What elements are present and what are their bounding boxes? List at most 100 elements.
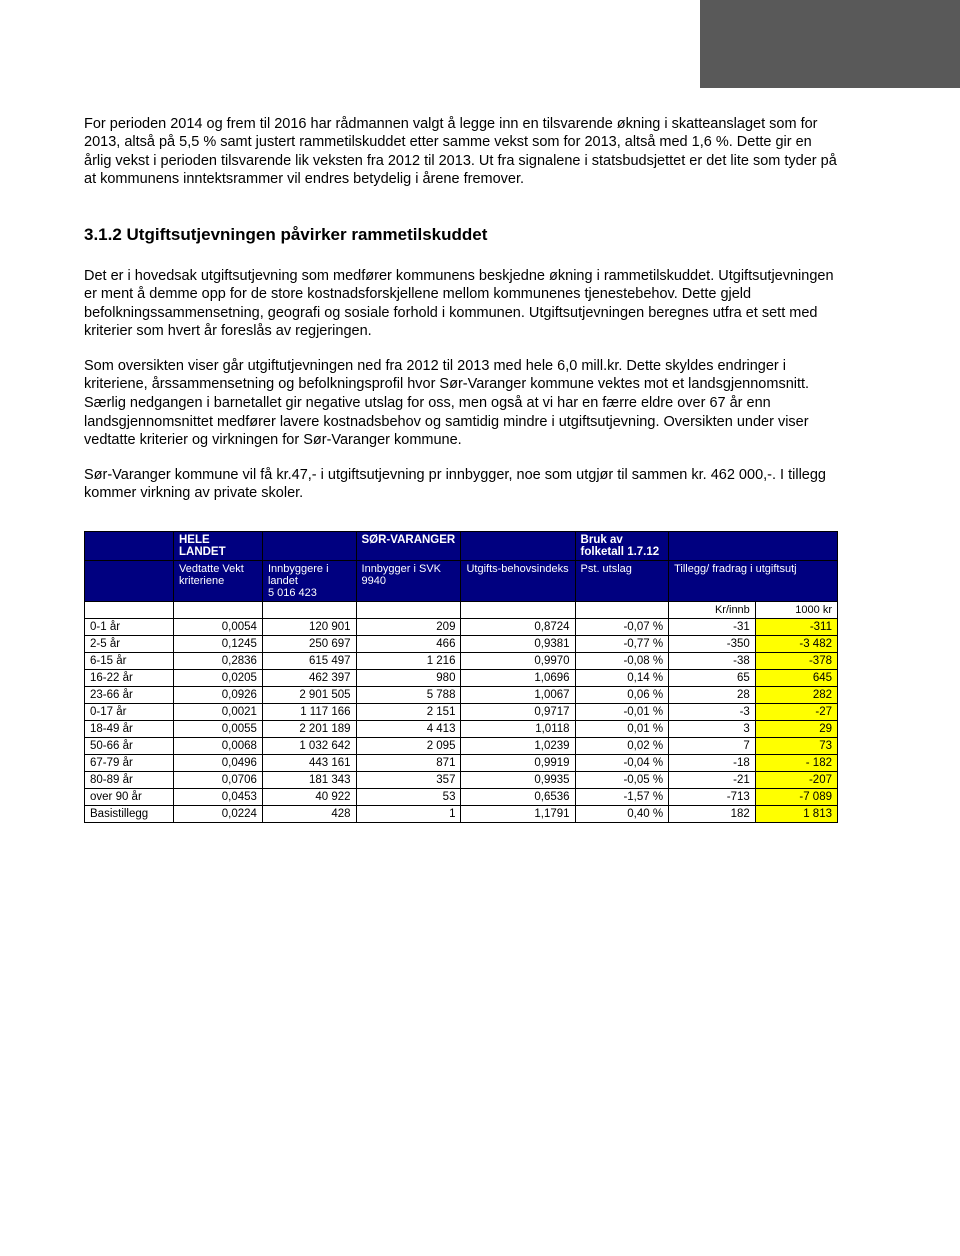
unit-1000kr: 1000 kr <box>755 601 837 618</box>
table-unit-row: Kr/innb 1000 kr <box>85 601 838 618</box>
cell-1000kr: -378 <box>755 652 837 669</box>
cell-kr-innb: -350 <box>669 635 756 652</box>
cell-kr-innb: -18 <box>669 754 756 771</box>
header-sor-varanger: SØR-VARANGER <box>356 531 461 560</box>
unit-blank <box>461 601 575 618</box>
cell-pst-utslag: -0,01 % <box>575 703 669 720</box>
cell-vekt: 0,0054 <box>173 618 262 635</box>
cell-kr-innb: 28 <box>669 686 756 703</box>
cell-vekt: 0,0205 <box>173 669 262 686</box>
unit-blank <box>356 601 461 618</box>
cell-innbygger-svk: 2 095 <box>356 737 461 754</box>
cell-vekt: 0,2836 <box>173 652 262 669</box>
cell-kr-innb: 3 <box>669 720 756 737</box>
cell-innbygger-svk: 980 <box>356 669 461 686</box>
paragraph-intro: For perioden 2014 og frem til 2016 har r… <box>84 115 838 189</box>
cell-1000kr: -27 <box>755 703 837 720</box>
header-vedtatte-vekt: Vedtatte Vekt kriteriene <box>173 560 262 601</box>
cell-innbyggere-landet: 181 343 <box>262 771 356 788</box>
cell-innbyggere-landet: 2 201 189 <box>262 720 356 737</box>
cell-pst-utslag: 0,01 % <box>575 720 669 737</box>
cell-vekt: 0,0496 <box>173 754 262 771</box>
table-row: 0-17 år0,00211 117 1662 1510,9717-0,01 %… <box>85 703 838 720</box>
cell-behovsindeks: 1,1791 <box>461 805 575 822</box>
cell-pst-utslag: 0,02 % <box>575 737 669 754</box>
unit-blank <box>173 601 262 618</box>
cell-1000kr: 73 <box>755 737 837 754</box>
cell-kr-innb: -21 <box>669 771 756 788</box>
header-blank <box>262 531 356 560</box>
cell-behovsindeks: 0,9919 <box>461 754 575 771</box>
unit-kr-innb: Kr/innb <box>669 601 756 618</box>
cell-innbyggere-landet: 40 922 <box>262 788 356 805</box>
cell-pst-utslag: -0,77 % <box>575 635 669 652</box>
cell-behovsindeks: 0,9381 <box>461 635 575 652</box>
header-svk-label: Innbygger i SVK <box>362 563 442 575</box>
cell-1000kr: 29 <box>755 720 837 737</box>
header-innbyggere-label: Innbyggere i landet <box>268 563 329 587</box>
cell-kr-innb: 7 <box>669 737 756 754</box>
table-row: 18-49 år0,00552 201 1894 4131,01180,01 %… <box>85 720 838 737</box>
cell-innbyggere-landet: 615 497 <box>262 652 356 669</box>
table-header-row-1: HELE LANDET SØR-VARANGER Bruk av folketa… <box>85 531 838 560</box>
cell-innbygger-svk: 357 <box>356 771 461 788</box>
cell-behovsindeks: 0,9935 <box>461 771 575 788</box>
cell-innbygger-svk: 4 413 <box>356 720 461 737</box>
header-innbygger-svk: Innbygger i SVK 9940 <box>356 560 461 601</box>
cell-pst-utslag: -1,57 % <box>575 788 669 805</box>
table-row: 50-66 år0,00681 032 6422 0951,02390,02 %… <box>85 737 838 754</box>
table-header-row-2: Vedtatte Vekt kriteriene Innbyggere i la… <box>85 560 838 601</box>
table-row: 2-5 år0,1245250 6974660,9381-0,77 %-350-… <box>85 635 838 652</box>
cell-behovsindeks: 0,6536 <box>461 788 575 805</box>
cell-innbygger-svk: 1 <box>356 805 461 822</box>
cell-vekt: 0,0021 <box>173 703 262 720</box>
table-row: 23-66 år0,09262 901 5055 7881,00670,06 %… <box>85 686 838 703</box>
unit-blank <box>85 601 174 618</box>
row-label: 16-22 år <box>85 669 174 686</box>
row-label: 80-89 år <box>85 771 174 788</box>
row-label: 18-49 år <box>85 720 174 737</box>
cell-1000kr: 282 <box>755 686 837 703</box>
top-right-dark-strip <box>700 0 960 88</box>
cell-innbygger-svk: 1 216 <box>356 652 461 669</box>
row-label: 0-17 år <box>85 703 174 720</box>
cell-behovsindeks: 1,0067 <box>461 686 575 703</box>
row-label: 2-5 år <box>85 635 174 652</box>
cell-behovsindeks: 0,8724 <box>461 618 575 635</box>
table-row: 6-15 år0,2836615 4971 2160,9970-0,08 %-3… <box>85 652 838 669</box>
cell-behovsindeks: 0,9717 <box>461 703 575 720</box>
row-label: 0-1 år <box>85 618 174 635</box>
section-heading-312: 3.1.2 Utgiftsutjevningen påvirker rammet… <box>84 225 838 245</box>
cell-pst-utslag: -0,04 % <box>575 754 669 771</box>
cell-vekt: 0,0068 <box>173 737 262 754</box>
table-row: 67-79 år0,0496443 1618710,9919-0,04 %-18… <box>85 754 838 771</box>
cell-pst-utslag: -0,08 % <box>575 652 669 669</box>
cell-innbyggere-landet: 443 161 <box>262 754 356 771</box>
cell-innbyggere-landet: 120 901 <box>262 618 356 635</box>
cell-innbygger-svk: 2 151 <box>356 703 461 720</box>
cell-innbygger-svk: 209 <box>356 618 461 635</box>
cell-innbyggere-landet: 1 032 642 <box>262 737 356 754</box>
paragraph-2: Det er i hovedsak utgiftsutjevning som m… <box>84 267 838 341</box>
cell-vekt: 0,0706 <box>173 771 262 788</box>
header-blank <box>85 531 174 560</box>
cell-kr-innb: -3 <box>669 703 756 720</box>
cell-pst-utslag: 0,40 % <box>575 805 669 822</box>
cell-vekt: 0,0224 <box>173 805 262 822</box>
paragraph-3: Som oversikten viser går utgiftutjevning… <box>84 357 838 450</box>
cell-kr-innb: 65 <box>669 669 756 686</box>
cell-pst-utslag: -0,05 % <box>575 771 669 788</box>
cell-vekt: 0,0926 <box>173 686 262 703</box>
cell-1000kr: - 182 <box>755 754 837 771</box>
row-label: 6-15 år <box>85 652 174 669</box>
row-label: over 90 år <box>85 788 174 805</box>
cell-behovsindeks: 1,0239 <box>461 737 575 754</box>
cell-innbygger-svk: 5 788 <box>356 686 461 703</box>
cell-vekt: 0,1245 <box>173 635 262 652</box>
paragraph-4: Sør-Varanger kommune vil få kr.47,- i ut… <box>84 466 838 503</box>
row-label: 67-79 år <box>85 754 174 771</box>
cell-vekt: 0,0453 <box>173 788 262 805</box>
cell-behovsindeks: 1,0696 <box>461 669 575 686</box>
row-label: Basistillegg <box>85 805 174 822</box>
table-row: 16-22 år0,0205462 3979801,06960,14 %6564… <box>85 669 838 686</box>
